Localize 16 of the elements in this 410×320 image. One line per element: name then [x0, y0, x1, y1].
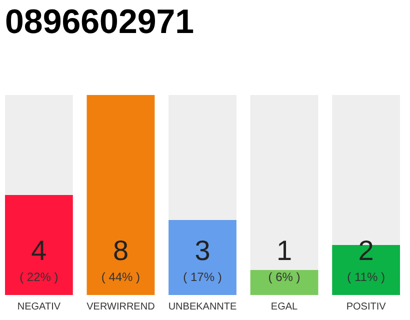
annotation: ( 44% ) [101, 270, 140, 284]
annotation: ( 22% ) [20, 270, 58, 284]
x-tick-label: NEGATIV [17, 302, 61, 312]
annotation: ( 6% ) [268, 270, 300, 284]
data-label: 3 [194, 235, 210, 266]
bar [250, 270, 318, 295]
x-tick-label: EGAL [270, 302, 298, 312]
annotation: ( 11% ) [347, 270, 385, 284]
x-tick-label: VERWIRREND [86, 302, 155, 312]
x-tick-label: POSITIV [346, 302, 386, 312]
x-tick-label: UNBEKANNTE [168, 302, 237, 312]
chart-title: 0896602971 [5, 3, 194, 41]
data-label: 4 [31, 235, 47, 266]
data-label: 8 [112, 235, 129, 266]
annotation: ( 17% ) [183, 270, 222, 284]
data-label: 1 [276, 235, 292, 266]
